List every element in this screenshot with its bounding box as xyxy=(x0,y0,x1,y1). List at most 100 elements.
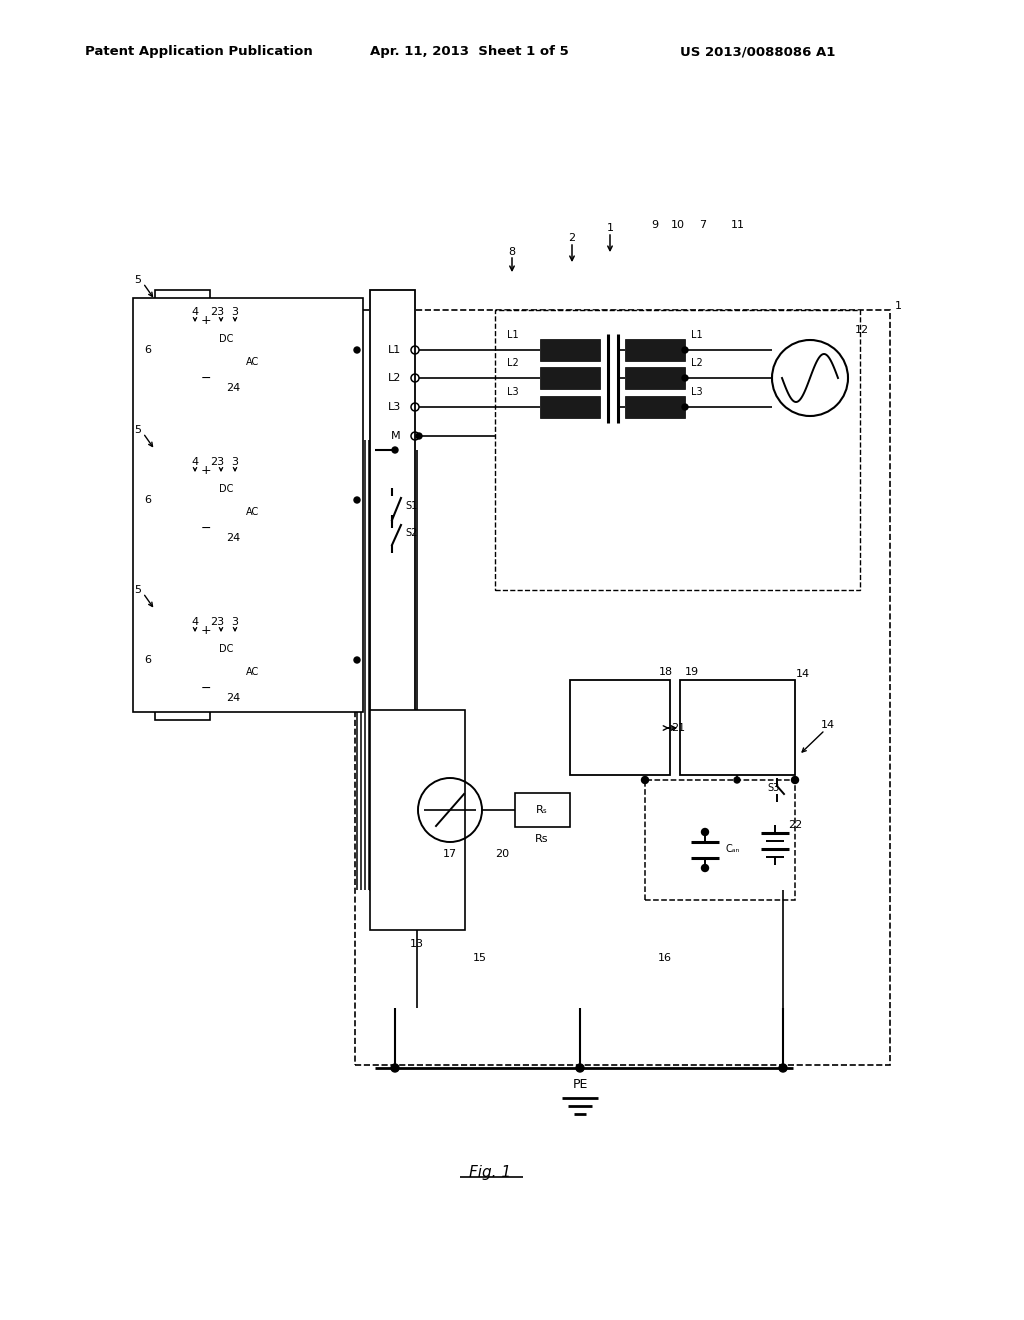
Text: L1: L1 xyxy=(507,330,519,341)
Bar xyxy=(155,440,210,560)
Text: +: + xyxy=(201,624,211,638)
Text: 4: 4 xyxy=(191,308,199,317)
Text: 6: 6 xyxy=(144,495,152,506)
Text: Fig. 1: Fig. 1 xyxy=(469,1164,511,1180)
Text: 7: 7 xyxy=(699,220,707,230)
Text: 20: 20 xyxy=(495,849,509,859)
Text: 12: 12 xyxy=(855,325,869,335)
Text: 24: 24 xyxy=(226,533,240,543)
Bar xyxy=(625,396,685,418)
Text: Rs: Rs xyxy=(536,834,549,843)
Bar xyxy=(625,367,685,389)
Text: 10: 10 xyxy=(671,220,685,230)
Bar xyxy=(370,710,465,931)
Text: −: − xyxy=(201,521,211,535)
Bar xyxy=(540,339,600,360)
Text: AC: AC xyxy=(247,667,260,677)
Bar xyxy=(355,310,890,1065)
Text: 6: 6 xyxy=(144,655,152,665)
Bar xyxy=(213,478,265,521)
Text: 5: 5 xyxy=(134,585,141,595)
Text: L2: L2 xyxy=(507,358,519,368)
Text: 4: 4 xyxy=(191,616,199,627)
Text: 13: 13 xyxy=(410,939,424,949)
Text: 21: 21 xyxy=(671,723,685,733)
Text: S3: S3 xyxy=(767,783,779,793)
Circle shape xyxy=(682,347,688,352)
Circle shape xyxy=(682,375,688,381)
Text: 24: 24 xyxy=(226,383,240,393)
Text: 1: 1 xyxy=(895,301,901,312)
Circle shape xyxy=(792,776,799,784)
Text: Rₛ: Rₛ xyxy=(536,805,548,814)
Text: DC: DC xyxy=(219,334,233,345)
Bar xyxy=(680,680,795,775)
Text: 19: 19 xyxy=(685,667,699,677)
Circle shape xyxy=(641,776,648,784)
Circle shape xyxy=(701,865,709,871)
Circle shape xyxy=(734,777,740,783)
Text: S2: S2 xyxy=(406,528,418,539)
Text: 1: 1 xyxy=(606,223,613,234)
Text: 9: 9 xyxy=(651,220,658,230)
Text: L1: L1 xyxy=(691,330,702,341)
Text: 16: 16 xyxy=(658,953,672,964)
Circle shape xyxy=(354,347,360,352)
Bar xyxy=(213,327,265,372)
Text: 14: 14 xyxy=(821,719,835,730)
Text: 22: 22 xyxy=(787,820,802,830)
Text: 6: 6 xyxy=(144,345,152,355)
Bar xyxy=(155,601,210,719)
Circle shape xyxy=(354,657,360,663)
Text: −: − xyxy=(201,371,211,384)
Circle shape xyxy=(682,404,688,411)
Text: 23: 23 xyxy=(210,616,224,627)
Text: +: + xyxy=(201,465,211,478)
Text: +: + xyxy=(201,314,211,327)
Text: DC: DC xyxy=(219,484,233,494)
Bar xyxy=(540,367,600,389)
Text: 18: 18 xyxy=(658,667,673,677)
Text: L1: L1 xyxy=(388,345,401,355)
Text: 8: 8 xyxy=(509,247,515,257)
Text: Cₐₙ: Cₐₙ xyxy=(725,843,739,854)
Bar xyxy=(133,298,362,711)
Text: 2: 2 xyxy=(568,234,575,243)
Text: 5: 5 xyxy=(134,425,141,436)
Text: −: − xyxy=(201,681,211,694)
Text: S1: S1 xyxy=(406,502,417,511)
Text: 3: 3 xyxy=(231,308,239,317)
Bar xyxy=(625,339,685,360)
Text: AC: AC xyxy=(247,507,260,517)
Text: L3: L3 xyxy=(388,403,401,412)
Circle shape xyxy=(392,447,398,453)
Text: 14: 14 xyxy=(796,669,810,678)
Bar xyxy=(645,780,795,900)
Text: M: M xyxy=(391,432,401,441)
Text: 23: 23 xyxy=(210,457,224,467)
Bar xyxy=(540,396,600,418)
Text: L3: L3 xyxy=(691,387,702,397)
Text: L2: L2 xyxy=(691,358,702,368)
Text: 24: 24 xyxy=(226,693,240,704)
Text: US 2013/0088086 A1: US 2013/0088086 A1 xyxy=(680,45,836,58)
Text: Apr. 11, 2013  Sheet 1 of 5: Apr. 11, 2013 Sheet 1 of 5 xyxy=(370,45,568,58)
Circle shape xyxy=(779,1064,787,1072)
Circle shape xyxy=(354,498,360,503)
Text: 4: 4 xyxy=(191,457,199,467)
Bar xyxy=(495,310,860,590)
Text: AC: AC xyxy=(247,356,260,367)
Text: Patent Application Publication: Patent Application Publication xyxy=(85,45,312,58)
Bar xyxy=(155,290,210,411)
Text: DC: DC xyxy=(219,644,233,653)
Text: L3: L3 xyxy=(507,387,519,397)
Text: 5: 5 xyxy=(134,275,141,285)
Bar xyxy=(370,290,415,890)
Circle shape xyxy=(701,829,709,836)
Text: 23: 23 xyxy=(210,308,224,317)
Text: L2: L2 xyxy=(388,374,401,383)
Text: 15: 15 xyxy=(473,953,487,964)
Circle shape xyxy=(416,433,422,440)
Circle shape xyxy=(575,1064,584,1072)
Bar xyxy=(570,680,670,775)
